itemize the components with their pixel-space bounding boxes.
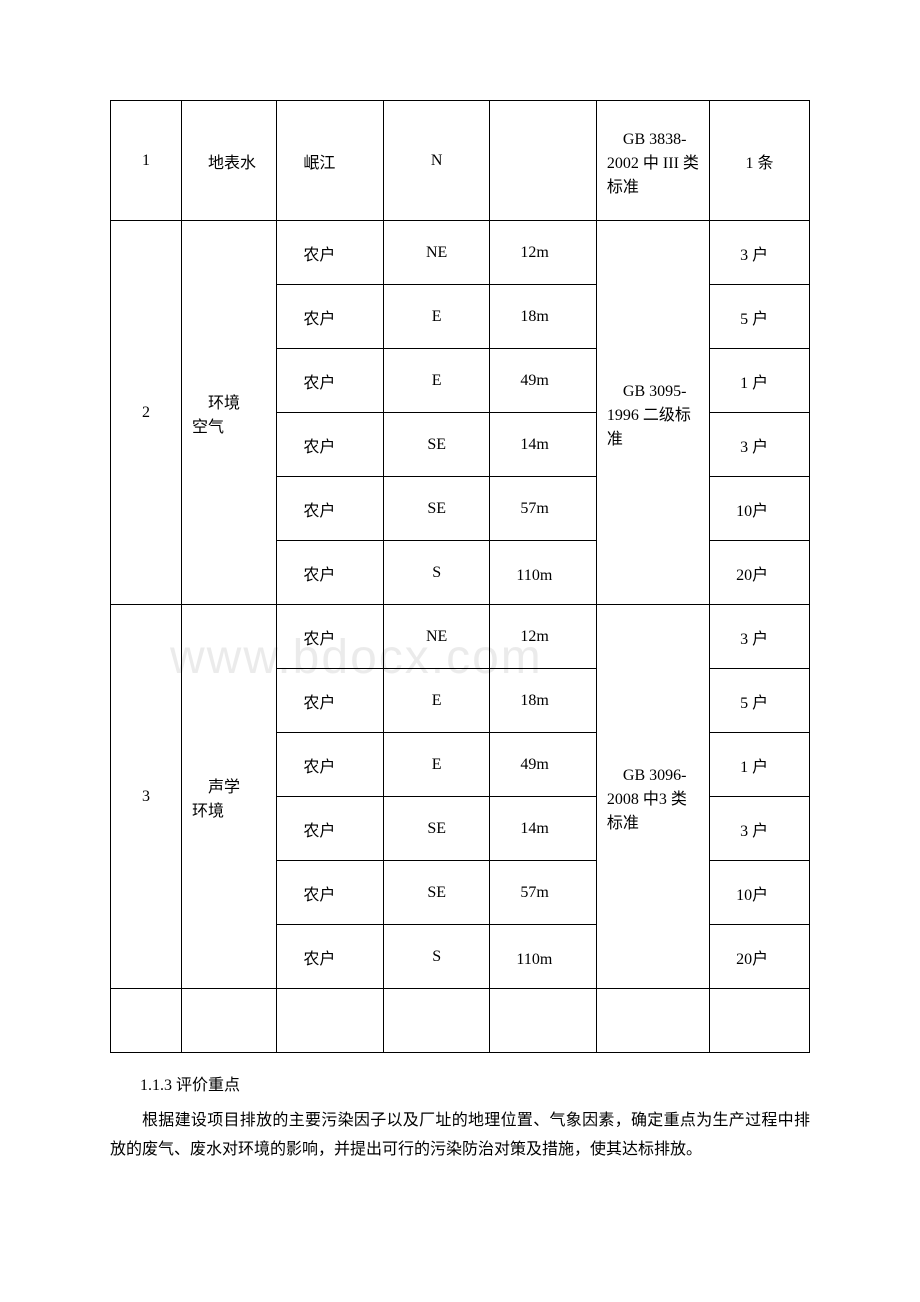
env-sensitive-table: 1 地表水 岷江 N GB 3838-2002 中 III 类标准 1 条 2 …	[110, 100, 810, 1053]
cell-dist-2c: 49m	[490, 349, 597, 413]
cell-dist-3b: 18m	[490, 669, 597, 733]
cell-dir-2e: SE	[383, 477, 490, 541]
empty-cell	[277, 989, 384, 1053]
cell-dist-3a: 12m	[490, 605, 597, 669]
cell-scale-3e: 10户	[710, 861, 810, 925]
cell-std-3: GB 3096-2008 中3 类标准	[596, 605, 709, 989]
cell-dir-3e: SE	[383, 861, 490, 925]
cell-dist-3c: 49m	[490, 733, 597, 797]
cell-cat-1: 地表水	[182, 101, 277, 221]
cell-dist-3e: 57m	[490, 861, 597, 925]
cell-target-3a: 农户	[277, 605, 384, 669]
cell-dir-3a: NE	[383, 605, 490, 669]
cell-target-2e: 农户	[277, 477, 384, 541]
cell-scale-1: 1 条	[710, 101, 810, 221]
cell-dir-3b: E	[383, 669, 490, 733]
empty-cell	[111, 989, 182, 1053]
empty-cell	[596, 989, 709, 1053]
cell-scale-2d: 3 户	[710, 413, 810, 477]
cell-idx-2: 2	[111, 221, 182, 605]
cell-dist-2d: 14m	[490, 413, 597, 477]
cell-target-3b: 农户	[277, 669, 384, 733]
cell-target-2b: 农户	[277, 285, 384, 349]
cell-target-2c: 农户	[277, 349, 384, 413]
cell-scale-3f: 20户	[710, 925, 810, 989]
cell-scale-3b: 5 户	[710, 669, 810, 733]
cell-target-3e: 农户	[277, 861, 384, 925]
cell-dir-2a: NE	[383, 221, 490, 285]
cell-idx-1: 1	[111, 101, 182, 221]
cell-cat-3: 声学 环境	[182, 605, 277, 989]
cell-dist-2b: 18m	[490, 285, 597, 349]
cell-dir-3c: E	[383, 733, 490, 797]
cell-dir-3f: S	[383, 925, 490, 989]
cell-target-3d: 农户	[277, 797, 384, 861]
cell-dist-3d: 14m	[490, 797, 597, 861]
cell-target-3c: 农户	[277, 733, 384, 797]
cell-scale-2c: 1 户	[710, 349, 810, 413]
empty-cell	[490, 989, 597, 1053]
cell-idx-3: 3	[111, 605, 182, 989]
cell-scale-3d: 3 户	[710, 797, 810, 861]
cell-scale-3c: 1 户	[710, 733, 810, 797]
cell-dir-1: N	[383, 101, 490, 221]
cell-target-2a: 农户	[277, 221, 384, 285]
cell-std-2: GB 3095-1996 二级标准	[596, 221, 709, 605]
cell-std-1: GB 3838-2002 中 III 类标准	[596, 101, 709, 221]
cell-target-2d: 农户	[277, 413, 384, 477]
cell-dist-2a: 12m	[490, 221, 597, 285]
cell-scale-2e: 10户	[710, 477, 810, 541]
cell-dist-2f: 110m	[490, 541, 597, 605]
cell-target-3f: 农户	[277, 925, 384, 989]
cell-target-2f: 农户	[277, 541, 384, 605]
cell-scale-2a: 3 户	[710, 221, 810, 285]
empty-cell	[182, 989, 277, 1053]
cell-dir-2d: SE	[383, 413, 490, 477]
empty-cell	[710, 989, 810, 1053]
cell-dir-2f: S	[383, 541, 490, 605]
cell-dir-3d: SE	[383, 797, 490, 861]
cell-dist-2e: 57m	[490, 477, 597, 541]
cell-dist-1	[490, 101, 597, 221]
cell-scale-2b: 5 户	[710, 285, 810, 349]
cell-dir-2b: E	[383, 285, 490, 349]
empty-cell	[383, 989, 490, 1053]
cell-dir-2c: E	[383, 349, 490, 413]
cell-dist-3f: 110m	[490, 925, 597, 989]
cell-cat-2: 环境 空气	[182, 221, 277, 605]
cell-scale-2f: 20户	[710, 541, 810, 605]
section-title: 1.1.3 评价重点	[140, 1071, 810, 1095]
body-paragraph: 根据建设项目排放的主要污染因子以及厂址的地理位置、气象因素，确定重点为生产过程中…	[110, 1107, 810, 1165]
cell-scale-3a: 3 户	[710, 605, 810, 669]
cell-target-1: 岷江	[277, 101, 384, 221]
